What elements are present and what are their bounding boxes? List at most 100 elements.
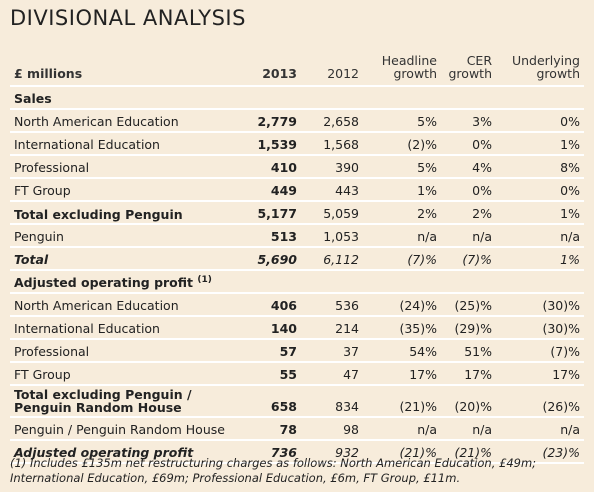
header-cell: Headline growth xyxy=(363,52,441,87)
cell: 78 xyxy=(246,417,301,441)
row-label: Professional xyxy=(10,155,246,179)
cell: (26)% xyxy=(496,385,584,418)
cell: 0% xyxy=(441,178,496,202)
divisional-table: £ millions 2013 2012 Headline growth CER gro… xyxy=(10,52,584,464)
section-title-cell: Adjusted operating profit (1) xyxy=(10,270,584,294)
cell: (30)% xyxy=(496,293,584,317)
row-label: North American Education xyxy=(10,293,246,317)
header-cell: 2013 xyxy=(246,52,301,87)
cell: 140 xyxy=(246,316,301,340)
cell: 449 xyxy=(246,178,301,202)
cell: (25)% xyxy=(441,293,496,317)
cell: 5,059 xyxy=(301,201,363,225)
cell: (21)% xyxy=(441,440,496,464)
cell: 47 xyxy=(301,362,363,386)
cell: 932 xyxy=(301,440,363,464)
cell: (7)% xyxy=(496,339,584,363)
cell: (29)% xyxy=(441,316,496,340)
cell: (24)% xyxy=(363,293,441,317)
cell: 513 xyxy=(246,224,301,248)
cell: (7)% xyxy=(363,247,441,271)
cell: n/a xyxy=(363,417,441,441)
data-row: International Education 140 214 (35)% (29)%(… xyxy=(10,316,584,340)
header-row: £ millions 2013 2012 Headline growth CER gro… xyxy=(10,52,584,87)
cell: (30)% xyxy=(496,316,584,340)
data-row: Adjusted operating profit 736 932 (21)% (21)… xyxy=(10,440,584,464)
row-label: Penguin xyxy=(10,224,246,248)
cell: n/a xyxy=(496,417,584,441)
row-label: International Education xyxy=(10,132,246,156)
cell: (20)% xyxy=(441,385,496,418)
cell: n/a xyxy=(363,224,441,248)
cell: 5% xyxy=(363,109,441,133)
row-label: Total excluding Penguin xyxy=(10,201,246,225)
section-title-cell: Sales xyxy=(10,86,584,110)
cell: 17% xyxy=(363,362,441,386)
data-row: North American Education 2,779 2,658 5% 3% 0% xyxy=(10,109,584,133)
section-row: Adjusted operating profit (1) xyxy=(10,270,584,294)
cell: 5,177 xyxy=(246,201,301,225)
cell: 2% xyxy=(363,201,441,225)
header-cell: Underlying growth xyxy=(496,52,584,87)
title: DIVISIONAL ANALYSIS xyxy=(10,6,246,30)
cell: 1,539 xyxy=(246,132,301,156)
cell: 1% xyxy=(496,201,584,225)
cell: 1% xyxy=(496,247,584,271)
cell: n/a xyxy=(441,417,496,441)
cell: n/a xyxy=(441,224,496,248)
header-cell: £ millions xyxy=(10,52,246,87)
cell: 98 xyxy=(301,417,363,441)
cell: 2,658 xyxy=(301,109,363,133)
cell: 55 xyxy=(246,362,301,386)
cell: 3% xyxy=(441,109,496,133)
cell: 0% xyxy=(496,178,584,202)
row-label: North American Education xyxy=(10,109,246,133)
cell: 406 xyxy=(246,293,301,317)
cell: (35)% xyxy=(363,316,441,340)
row-label: Adjusted operating profit xyxy=(10,440,246,464)
row-label: FT Group xyxy=(10,362,246,386)
header-cell: CER growth xyxy=(441,52,496,87)
cell: 4% xyxy=(441,155,496,179)
cell: 1,053 xyxy=(301,224,363,248)
data-row: Total 5,690 6,112 (7)% (7)% 1% xyxy=(10,247,584,271)
cell: (21)% xyxy=(363,440,441,464)
data-row: FT Group 449 443 1% 0% 0% xyxy=(10,178,584,202)
data-row: Penguin / Penguin Random House 78 98 n/a n/a… xyxy=(10,417,584,441)
section-title: Adjusted operating profit xyxy=(14,275,194,290)
data-row: Penguin 513 1,053 n/a n/a n/a xyxy=(10,224,584,248)
row-label: Total excluding Penguin / Penguin Random… xyxy=(10,385,246,418)
cell: 5% xyxy=(363,155,441,179)
data-row: North American Education 406 536 (24)% (25)%… xyxy=(10,293,584,317)
section-row: Sales xyxy=(10,86,584,110)
row-label: Professional xyxy=(10,339,246,363)
data-row: FT Group 55 47 17% 17% 17% xyxy=(10,362,584,386)
cell: 2,779 xyxy=(246,109,301,133)
row-label: Penguin / Penguin Random House xyxy=(10,417,246,441)
data-row: Professional 410 390 5% 4% 8% xyxy=(10,155,584,179)
footnote: (1) Includes £135m net restructuring cha… xyxy=(10,456,537,485)
cell: 5,690 xyxy=(246,247,301,271)
section-title: Sales xyxy=(14,91,52,106)
cell: 0% xyxy=(441,132,496,156)
cell: (7)% xyxy=(441,247,496,271)
cell: 0% xyxy=(496,109,584,133)
cell: 658 xyxy=(246,385,301,418)
cell: 443 xyxy=(301,178,363,202)
footnote-ref: (1) xyxy=(197,274,212,285)
cell: 214 xyxy=(301,316,363,340)
cell: 2% xyxy=(441,201,496,225)
cell: (21)% xyxy=(363,385,441,418)
cell: n/a xyxy=(496,224,584,248)
data-row: International Education 1,539 1,568 (2)% 0% 1… xyxy=(10,132,584,156)
cell: 57 xyxy=(246,339,301,363)
cell: 8% xyxy=(496,155,584,179)
cell: 51% xyxy=(441,339,496,363)
cell: 37 xyxy=(301,339,363,363)
header-cell: 2012 xyxy=(301,52,363,87)
cell: 536 xyxy=(301,293,363,317)
cell: 1% xyxy=(496,132,584,156)
cell: (23)% xyxy=(496,440,584,464)
row-label: International Education xyxy=(10,316,246,340)
